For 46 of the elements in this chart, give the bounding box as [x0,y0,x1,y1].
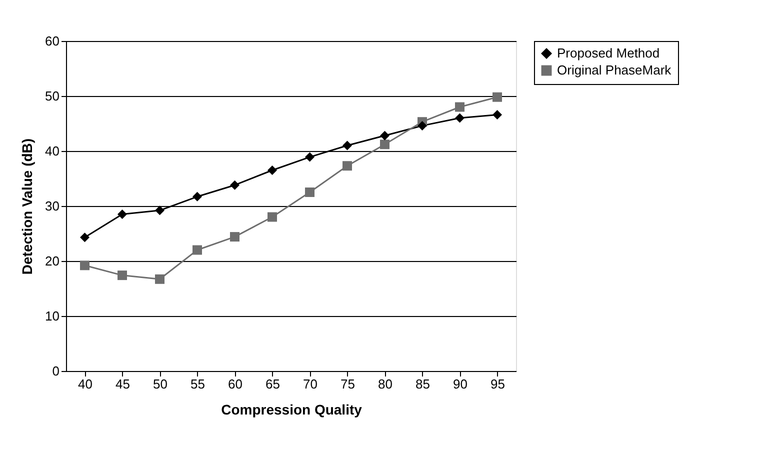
x-tick-label: 55 [190,376,205,392]
x-tick-label: 75 [340,376,355,392]
point [418,120,427,130]
point [492,92,502,102]
y-tick-label: 50 [45,88,60,104]
point [268,212,277,222]
x-tick-label: 90 [453,376,468,392]
point [455,113,464,123]
point [305,152,314,162]
point [380,140,390,150]
point [230,180,240,190]
x-tick-label: 40 [78,376,92,392]
x-tick-label: 60 [228,376,242,392]
point [80,232,90,242]
point [305,188,314,197]
x-tick-label: 85 [416,376,430,392]
x-tick-label: 80 [378,376,392,392]
x-tick-label: 95 [490,376,505,392]
point [155,274,164,284]
legend-label: Original PhaseMark [557,62,672,78]
x-tick-label: 50 [153,376,168,392]
x-tick-label: 45 [116,376,130,392]
y-tick-label: 30 [45,198,60,214]
point [455,102,464,112]
y-tick-label: 10 [45,308,60,324]
x-axis-title: Compression Quality [221,402,362,418]
y-tick-label: 60 [45,34,60,48]
point [342,140,352,150]
y-axis-title: Detection Value (dB) [19,138,36,275]
legend-label: Proposed Method [557,46,660,60]
point [380,130,390,140]
x-tick-label: 70 [303,376,318,392]
y-tick-label: 20 [45,254,60,268]
point [118,210,127,219]
point [342,161,352,171]
point [192,192,202,202]
point [118,270,127,280]
y-tick-label: 40 [45,144,60,158]
point [155,206,164,216]
point [192,245,202,255]
y-tick-label: 0 [52,364,60,378]
point [230,232,240,242]
point [268,166,277,175]
point [80,260,90,270]
x-tick-label: 65 [266,376,280,392]
point [492,110,502,120]
